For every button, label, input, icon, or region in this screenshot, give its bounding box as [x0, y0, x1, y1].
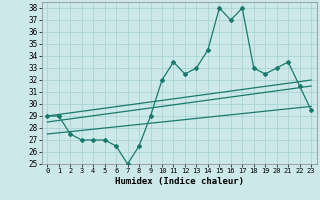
X-axis label: Humidex (Indice chaleur): Humidex (Indice chaleur) — [115, 177, 244, 186]
